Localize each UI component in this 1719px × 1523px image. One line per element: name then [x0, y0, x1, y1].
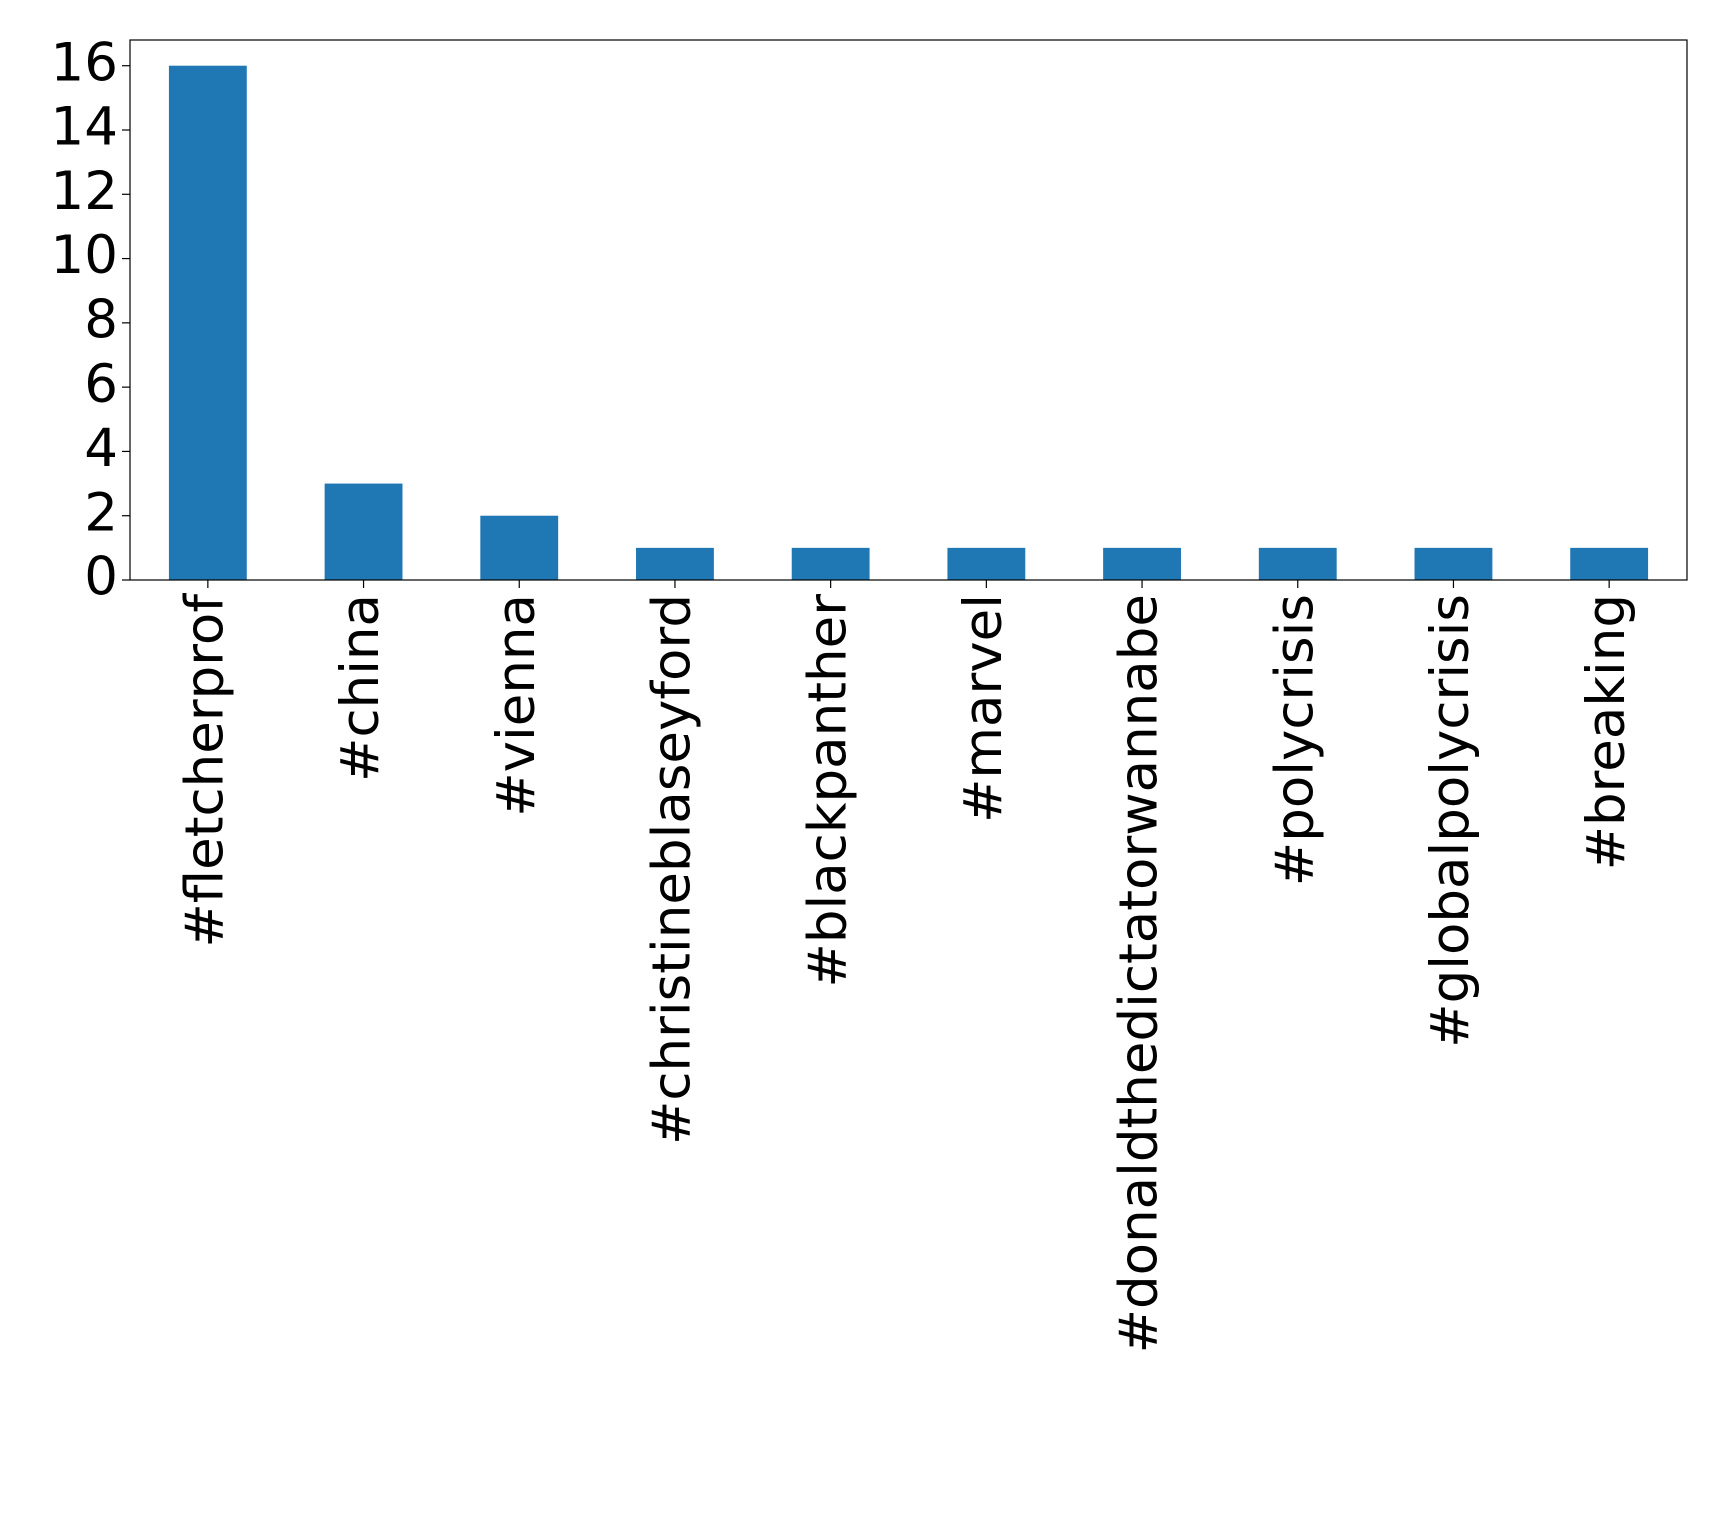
x-tick-label: #fletcherprof	[174, 593, 235, 948]
bar	[1414, 547, 1493, 580]
bar	[324, 483, 403, 580]
y-tick-label: 8	[84, 289, 118, 350]
bar	[791, 547, 870, 580]
x-tick-label: #donaldthedictatorwannabe	[1109, 594, 1170, 1353]
x-tick-label: #polycrisis	[1264, 594, 1325, 886]
bar	[947, 547, 1026, 580]
bar	[1570, 547, 1649, 580]
x-tick-label: #china	[330, 594, 391, 782]
y-tick-label: 6	[84, 354, 118, 415]
y-tick-label: 10	[51, 225, 118, 286]
y-tick-label: 0	[84, 547, 118, 608]
y-tick-label: 2	[84, 482, 118, 543]
y-tick-label: 16	[51, 32, 118, 93]
plot-frame	[129, 39, 1688, 581]
bar	[636, 547, 714, 580]
bar	[1103, 547, 1181, 580]
y-tick-label: 4	[84, 418, 118, 479]
x-tick-label: #marvel	[953, 594, 1014, 823]
y-tick-label: 14	[51, 97, 118, 158]
x-tick-label: #christineblaseyford	[642, 594, 703, 1145]
bar	[480, 515, 559, 580]
x-tick-label: #breaking	[1576, 594, 1637, 870]
x-tick-label: #vienna	[486, 594, 547, 817]
y-tick-label: 12	[51, 161, 118, 222]
bar	[1258, 547, 1337, 580]
x-tick-label: #blackpanther	[797, 594, 858, 988]
x-tick-label: #globalpolycrisis	[1420, 594, 1481, 1048]
bar	[168, 65, 247, 580]
